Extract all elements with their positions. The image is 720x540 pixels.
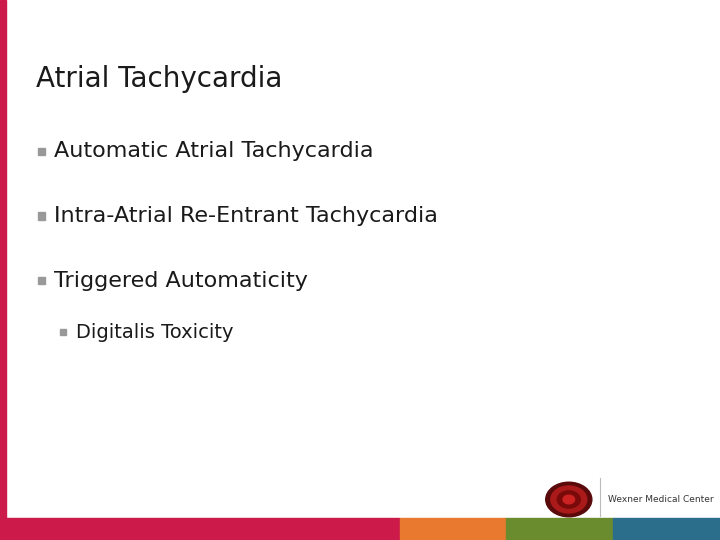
Bar <box>60 329 66 335</box>
Circle shape <box>563 495 575 504</box>
Text: Automatic Atrial Tachycardia: Automatic Atrial Tachycardia <box>54 141 374 161</box>
Circle shape <box>557 491 580 508</box>
Bar <box>400 518 506 540</box>
Bar <box>0 518 400 540</box>
Bar <box>0 0 6 540</box>
Bar <box>38 278 45 284</box>
Bar <box>38 212 45 219</box>
Text: Digitalis Toxicity: Digitalis Toxicity <box>76 322 233 342</box>
Circle shape <box>546 482 592 517</box>
Text: Atrial Tachycardia: Atrial Tachycardia <box>36 65 282 93</box>
Text: Triggered Automaticity: Triggered Automaticity <box>54 271 308 291</box>
Text: Wexner Medical Center: Wexner Medical Center <box>608 495 714 504</box>
Text: Intra-Atrial Re-Entrant Tachycardia: Intra-Atrial Re-Entrant Tachycardia <box>54 206 438 226</box>
Bar <box>506 518 613 540</box>
Circle shape <box>551 486 587 513</box>
Bar <box>38 147 45 154</box>
Bar <box>613 518 720 540</box>
